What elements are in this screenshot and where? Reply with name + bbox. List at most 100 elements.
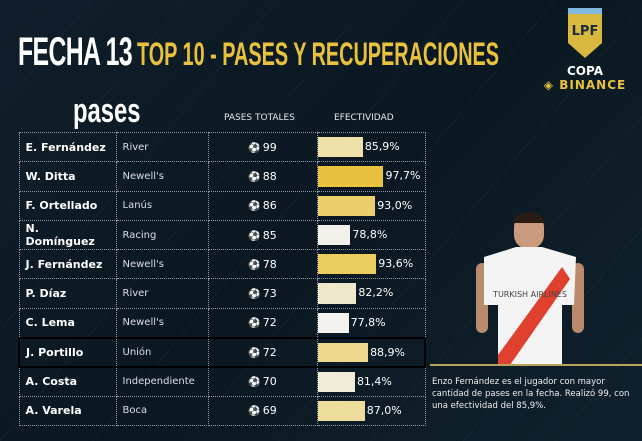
efectividad-value: 78,8%: [352, 227, 388, 241]
efectividad-bar: [317, 400, 365, 421]
ball-icon: ⚽: [248, 171, 261, 183]
efectividad-cell: 77,8%: [316, 307, 426, 339]
passes-value: 72: [262, 316, 277, 330]
fecha-label: FECHA 13: [18, 30, 133, 74]
ball-icon: ⚽: [248, 347, 261, 359]
passes-cell: ⚽ 72: [207, 336, 318, 368]
efectividad-value: 88,9%: [370, 345, 406, 359]
team-name: Newell's: [115, 307, 209, 339]
passes-cell: ⚽ 85: [207, 219, 318, 251]
efectividad-bar: [317, 283, 357, 304]
player-name: J. Fernández: [18, 249, 117, 280]
table-row: E. Fernández River ⚽ 99 85,9%: [18, 131, 426, 163]
table-row: W. Ditta Newell's ⚽ 88 97,7%: [18, 161, 426, 192]
binance-text: BINANCE: [559, 78, 627, 92]
player-name: C. Lema: [18, 307, 117, 339]
divider: [430, 364, 642, 366]
binance-diamond-icon: ◈: [543, 78, 560, 92]
ball-icon: ⚽: [248, 142, 261, 154]
team-name: Newell's: [115, 249, 209, 280]
player-name: J. Portillo: [18, 336, 117, 368]
team-name: River: [115, 131, 209, 163]
efectividad-value: 81,4%: [356, 374, 392, 388]
shield-text: LPF: [571, 24, 599, 39]
player-photo: TURKISH AIRLINES: [476, 212, 584, 365]
efectividad-bar: [317, 312, 349, 333]
ball-icon: ⚽: [248, 406, 261, 418]
copa-label: COPA: [567, 64, 603, 78]
passes-value: 70: [262, 375, 277, 389]
player-name: N. Domínguez: [18, 219, 117, 251]
section-title: pases: [73, 92, 141, 130]
table-row: J. Fernández Newell's ⚽ 78 93,6%: [18, 249, 426, 280]
efectividad-value: 77,8%: [350, 315, 386, 329]
team-name: Lanús: [115, 190, 209, 221]
team-name: Boca: [115, 395, 209, 426]
efectividad-bar: [317, 195, 376, 216]
page-title: FECHA 13 TOP 10 - PASES Y RECUPERACIONES: [18, 30, 499, 75]
table-row: P. Díaz River ⚽ 73 82,2%: [18, 278, 426, 309]
efectividad-bar: [317, 371, 355, 392]
passes-value: 99: [262, 140, 277, 154]
ball-icon: ⚽: [248, 230, 261, 242]
efectividad-cell: 81,4%: [316, 366, 426, 397]
jersey-sponsor: TURKISH AIRLINES: [492, 290, 567, 299]
passes-value: 73: [262, 287, 277, 301]
binance-label: ◈ BINANCE: [535, 78, 635, 92]
header-pases-totales: PASES TOTALES: [224, 113, 295, 123]
efectividad-bar: [317, 137, 363, 158]
efectividad-cell: 93,0%: [316, 190, 426, 221]
passes-value: 88: [262, 169, 277, 183]
efectividad-bar: [317, 254, 377, 275]
player-name: P. Díaz: [18, 278, 117, 309]
player-name: F. Ortellado: [18, 190, 117, 221]
passes-cell: ⚽ 69: [207, 395, 318, 426]
player-name: E. Fernández: [18, 131, 117, 163]
passes-cell: ⚽ 86: [207, 190, 318, 221]
ball-icon: ⚽: [248, 377, 261, 389]
team-name: River: [115, 278, 209, 309]
passes-cell: ⚽ 99: [207, 131, 318, 163]
player-name: A. Varela: [18, 395, 117, 426]
table-row: A. Costa Independiente ⚽ 70 81,4%: [18, 366, 426, 397]
efectividad-cell: 82,2%: [316, 278, 426, 309]
efectividad-cell: 78,8%: [316, 219, 426, 251]
table-row: N. Domínguez Racing ⚽ 85 78,8%: [18, 219, 426, 251]
lpf-shield-icon: LPF: [568, 8, 602, 58]
efectividad-value: 93,0%: [377, 198, 413, 212]
team-name: Unión: [115, 336, 209, 368]
efectividad-cell: 93,6%: [316, 249, 426, 280]
passes-cell: ⚽ 72: [207, 307, 318, 339]
efectividad-value: 85,9%: [364, 140, 400, 153]
passes-value: 78: [262, 257, 277, 271]
player-name: W. Ditta: [18, 161, 117, 192]
passes-cell: ⚽ 73: [207, 278, 318, 309]
ball-icon: ⚽: [248, 259, 261, 271]
team-name: Racing: [115, 219, 209, 251]
table-row: C. Lema Newell's ⚽ 72 77,8%: [18, 307, 426, 339]
header-efectividad: EFECTIVIDAD: [334, 113, 394, 123]
player-name: A. Costa: [18, 366, 117, 397]
passes-value: 72: [262, 345, 277, 359]
passes-cell: ⚽ 78: [207, 249, 318, 280]
efectividad-bar: [317, 224, 351, 246]
efectividad-cell: 88,9%: [316, 336, 426, 368]
team-name: Newell's: [115, 161, 209, 192]
passes-value: 69: [262, 404, 277, 418]
ball-icon: ⚽: [248, 318, 261, 330]
subtitle: TOP 10 - PASES Y RECUPERACIONES: [136, 36, 499, 72]
table-row: F. Ortellado Lanús ⚽ 86 93,0%: [18, 190, 426, 221]
efectividad-value: 87,0%: [366, 403, 402, 417]
passes-value: 86: [262, 199, 277, 213]
efectividad-cell: 85,9%: [316, 131, 426, 163]
team-name: Independiente: [115, 366, 209, 397]
ball-icon: ⚽: [248, 289, 261, 301]
efectividad-value: 82,2%: [358, 286, 394, 300]
caption: Enzo Fernández es el jugador con mayor c…: [432, 377, 630, 411]
passes-cell: ⚽ 88: [207, 161, 318, 192]
copa-binance-logo: LPF COPA ◈ BINANCE: [535, 8, 635, 92]
table-row: A. Varela Boca ⚽ 69 87,0%: [18, 395, 426, 426]
efectividad-cell: 97,7%: [316, 161, 426, 192]
passes-cell: ⚽ 70: [207, 366, 318, 397]
table-row: J. Portillo Unión ⚽ 72 88,9%: [18, 336, 426, 368]
